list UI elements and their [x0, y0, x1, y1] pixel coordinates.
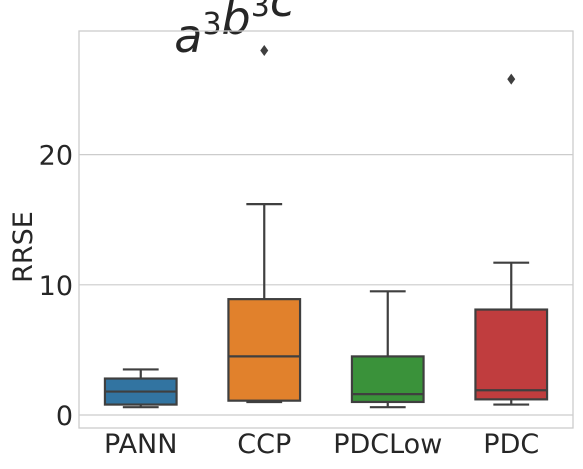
title-superscript: 3 [251, 0, 270, 24]
title-part: − [314, 0, 382, 9]
x-tick-label: CCP [237, 429, 291, 460]
title-part: a [174, 9, 202, 63]
y-tick-labels: 0 10 20 [39, 141, 73, 432]
outlier-point [507, 73, 516, 85]
plot-area-frame [78, 30, 574, 429]
x-tick-label: PDC [483, 429, 539, 460]
title-part: b [222, 0, 251, 45]
x-tick-label: PANN [104, 429, 177, 460]
box-pdclow [350, 290, 425, 409]
chart-title: a3b3c3 − d4e4 [174, 0, 477, 63]
iqr-box [474, 308, 549, 401]
boxes-layer [103, 45, 549, 409]
title-part: c [270, 0, 295, 27]
title-superscript: 3 [202, 7, 221, 42]
box-ccp [227, 45, 302, 404]
title-superscript: 3 [295, 0, 314, 6]
x-tick-labels: PANN CCP PDCLow PDC [104, 429, 539, 460]
box-pann [103, 368, 178, 409]
outlier-point [260, 45, 269, 57]
y-tick-label: 10 [39, 271, 73, 302]
y-tick-label: 0 [56, 401, 73, 432]
y-tick-label: 20 [39, 141, 73, 172]
y-axis-title: RRSE [8, 211, 39, 283]
gridlines [79, 154, 573, 416]
title-part: d [382, 0, 412, 9]
box-pdc [474, 73, 549, 406]
iqr-box [227, 298, 302, 402]
x-tick-label: PDCLow [333, 429, 442, 460]
